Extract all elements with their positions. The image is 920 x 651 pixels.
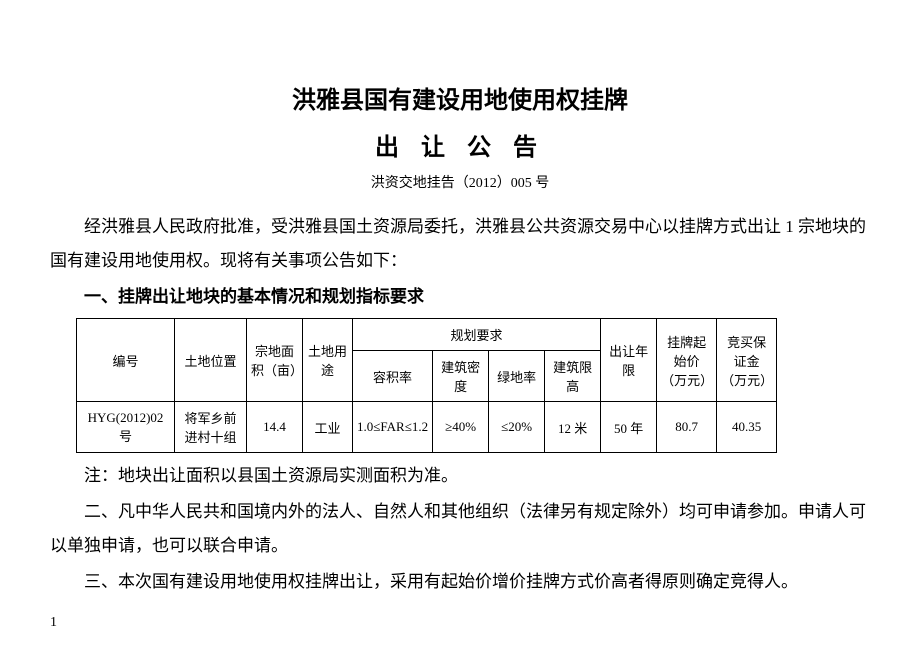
page-number: 1 [50, 615, 57, 631]
td-deposit: 40.35 [717, 402, 777, 453]
th-density: 建筑密度 [433, 351, 489, 402]
section3-para: 三、本次国有建设用地使用权挂牌出让，采用有起始价增价挂牌方式价高者得原则确定竞得… [50, 565, 870, 599]
table-header-row-1: 编号 土地位置 宗地面积（亩） 土地用途 规划要求 出让年限 挂牌起始价（万元）… [77, 319, 777, 351]
th-green: 绿地率 [489, 351, 545, 402]
intro-paragraph: 经洪雅县人民政府批准，受洪雅县国土资源局委托，洪雅县公共资源交易中心以挂牌方式出… [50, 210, 870, 278]
td-density: ≥40% [433, 402, 489, 453]
land-parcel-table: 编号 土地位置 宗地面积（亩） 土地用途 规划要求 出让年限 挂牌起始价（万元）… [76, 318, 777, 453]
table-data-row: HYG(2012)02 号 将军乡前进村十组 14.4 工业 1.0≤FAR≤1… [77, 402, 777, 453]
th-term: 出让年限 [601, 319, 657, 402]
section2-para: 二、凡中华人民共和国境内外的法人、自然人和其他组织（法律另有规定除外）均可申请参… [50, 495, 870, 563]
th-height: 建筑限高 [545, 351, 601, 402]
td-green: ≤20% [489, 402, 545, 453]
th-far: 容积率 [353, 351, 433, 402]
title-main: 洪雅县国有建设用地使用权挂牌 [50, 80, 870, 115]
td-id: HYG(2012)02 号 [77, 402, 175, 453]
section1-heading: 一、挂牌出让地块的基本情况和规划指标要求 [50, 280, 870, 314]
td-height: 12 米 [545, 402, 601, 453]
title-sub: 出 让 公 告 [50, 127, 870, 162]
td-use: 工业 [303, 402, 353, 453]
td-area: 14.4 [247, 402, 303, 453]
th-deposit: 竞买保证金（万元） [717, 319, 777, 402]
td-location: 将军乡前进村十组 [175, 402, 247, 453]
doc-number: 洪资交地挂告（2012）005 号 [50, 172, 870, 192]
th-id: 编号 [77, 319, 175, 402]
th-start-price: 挂牌起始价（万元） [657, 319, 717, 402]
th-use: 土地用途 [303, 319, 353, 402]
section1-note: 注：地块出让面积以县国土资源局实测面积为准。 [50, 459, 870, 493]
th-area: 宗地面积（亩） [247, 319, 303, 402]
td-start-price: 80.7 [657, 402, 717, 453]
td-far: 1.0≤FAR≤1.2 [353, 402, 433, 453]
th-location: 土地位置 [175, 319, 247, 402]
td-term: 50 年 [601, 402, 657, 453]
th-planning-group: 规划要求 [353, 319, 601, 351]
